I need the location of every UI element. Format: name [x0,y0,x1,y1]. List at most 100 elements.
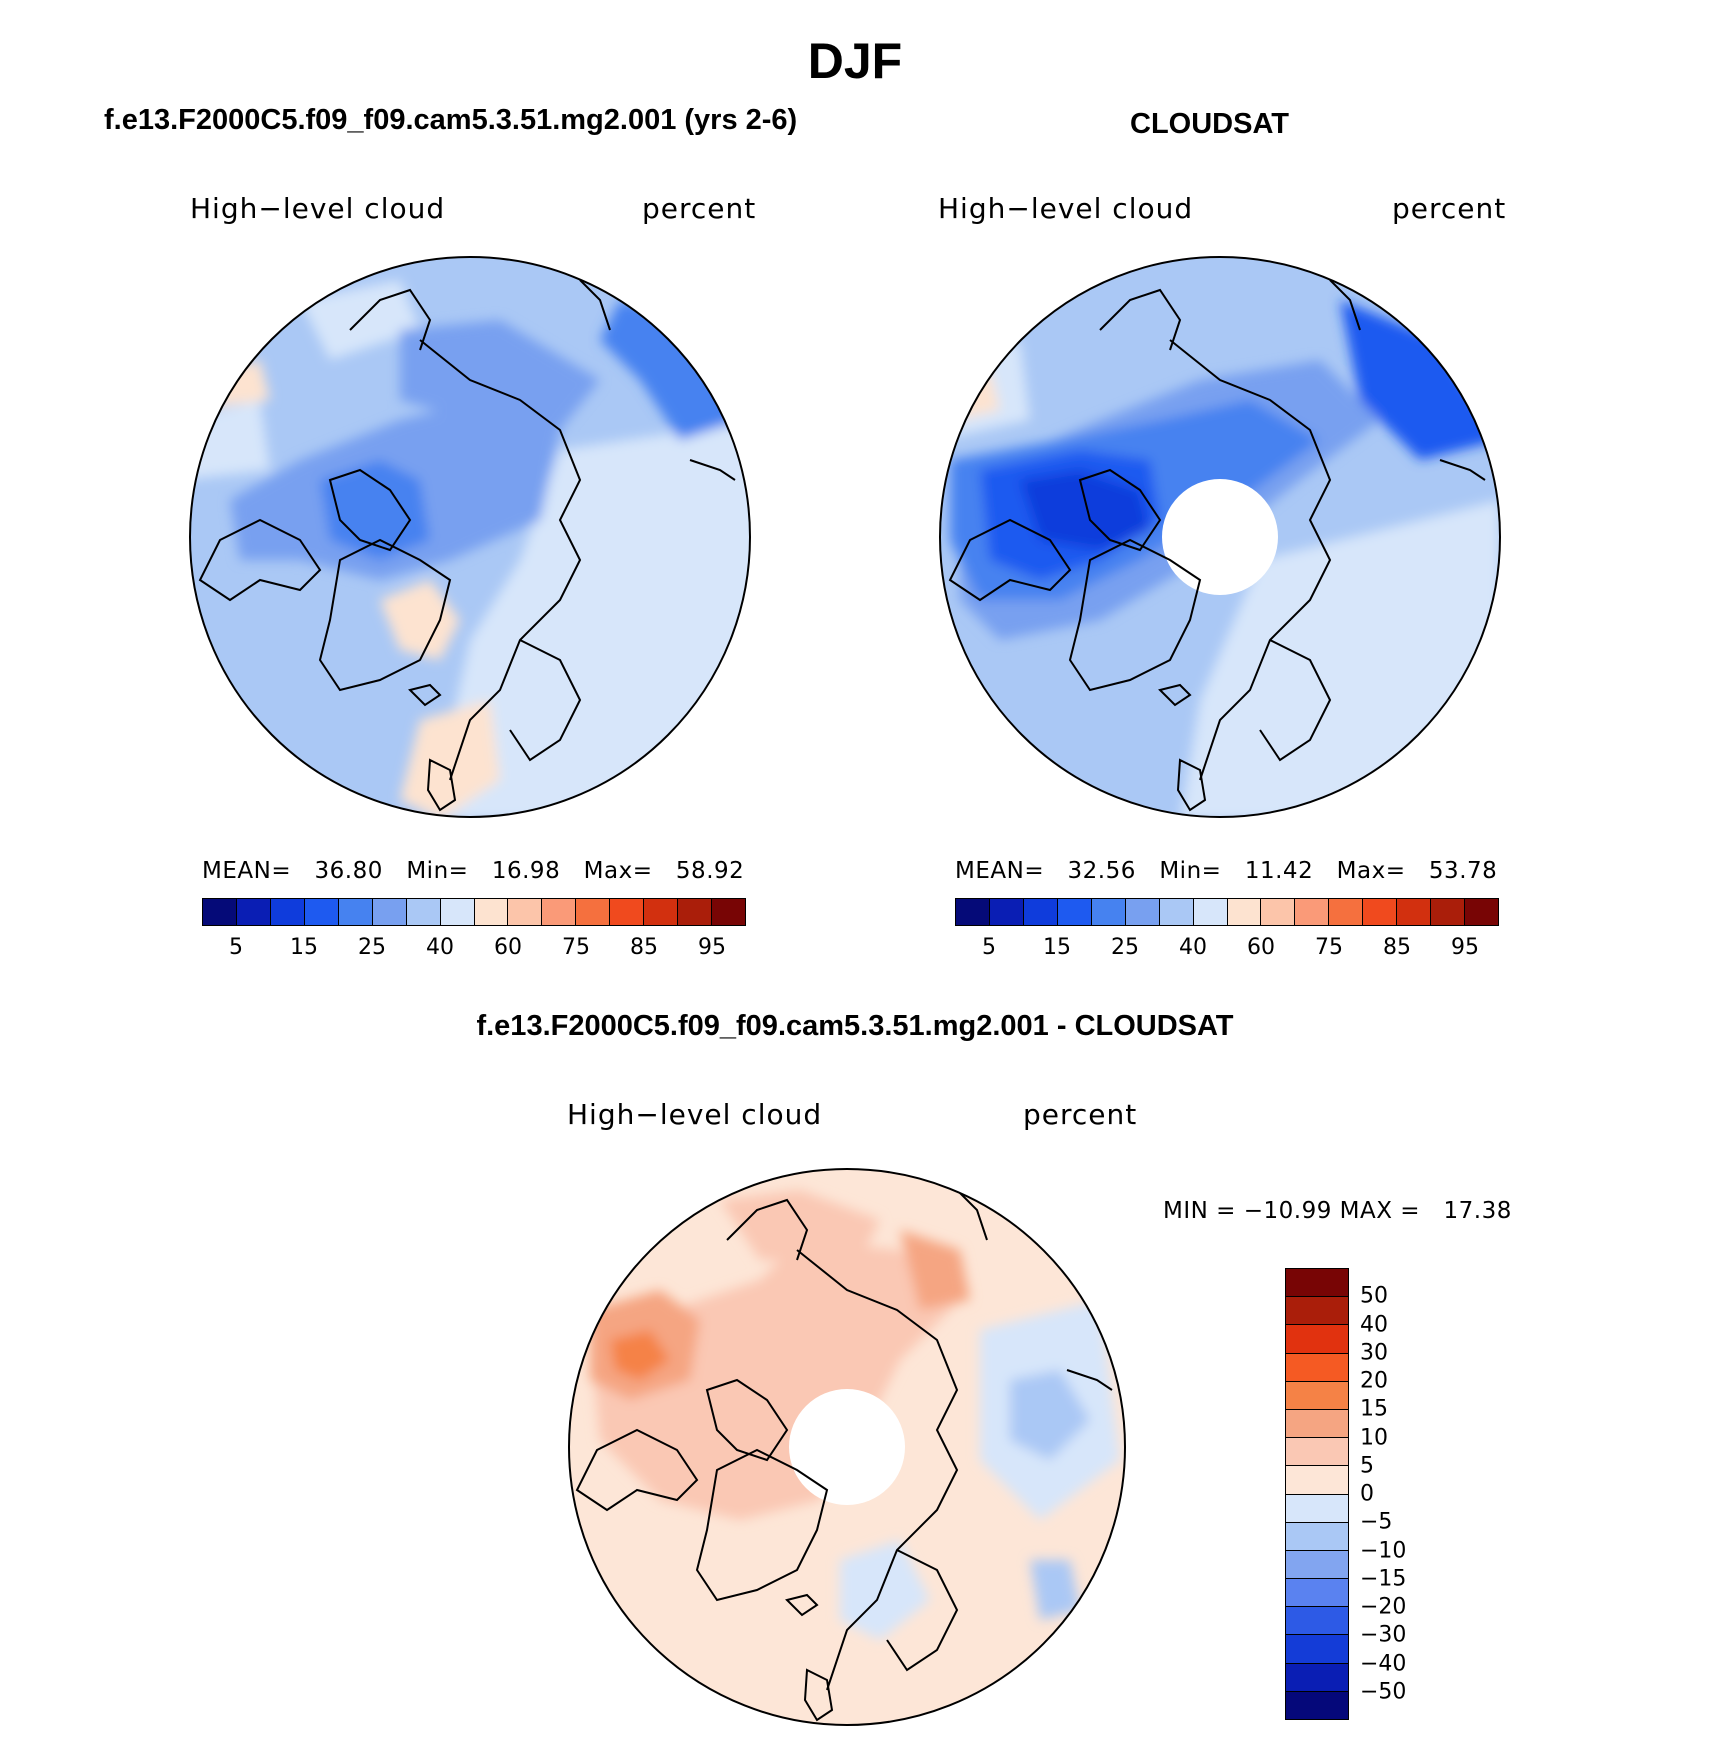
panel1-colorbar-swatch [474,899,509,925]
obs-map-missing-polar-cap [1162,479,1278,595]
diff-map-border [568,1168,1126,1726]
diff-map-hot-region [610,1330,670,1380]
diff-variable-label: High−level cloud [567,1098,823,1131]
diff-colorbar-tick: 50 [1360,1283,1388,1309]
diff-map-coast-scandinavia [886,1549,959,1672]
panel2-colorbar-swatch [1295,899,1330,925]
diff-colorbar-tick: −5 [1360,1509,1393,1535]
panel2-stats: MEAN= 32.56 Min= 11.42 Max= 53.78 [955,858,1497,884]
obs-map-coast-scandinavia [1259,639,1332,762]
diff-map-coast-uk [803,1668,834,1722]
diff-colorbar-tick: −50 [1360,1679,1407,1705]
diff-colorbar-swatch [1286,1325,1348,1354]
panel1-colorbar-tick: 15 [290,935,318,960]
diff-colorbar-swatch [1286,1381,1348,1410]
panel2-colorbar-swatch [1261,899,1296,925]
obs-map-coast-greenland [1068,538,1202,692]
diff-colorbar-swatch [1286,1269,1348,1298]
panel2-max-label: Max= [1336,858,1406,884]
panel1-units-label: percent [642,192,757,225]
model-map-coast-iceland [408,683,442,707]
diff-map-coast-canada [575,1428,699,1512]
diff-map-coast-kamchatka [956,1189,988,1241]
model-map-light-region [430,420,750,817]
obs-map-border [939,256,1501,818]
diff-colorbar-tick: −10 [1360,1538,1407,1563]
panel1-max-value: 58.92 [675,858,745,884]
diff-colorbar-swatch [1286,1409,1348,1439]
diff-map-coast-archipelago [705,1378,789,1462]
panel2-colorbar-tick: 75 [1315,935,1343,960]
obs-map-coast-archipelago [1078,468,1162,552]
model-map-dark-region [320,460,430,560]
diff-colorbar-swatch [1286,1579,1348,1608]
diff-map-missing-polar-cap [789,1389,905,1505]
model-map-coast-kamchatka [579,279,611,331]
panel1-colorbar-swatch [440,899,475,925]
panel1-colorbar-swatch [610,899,645,925]
panel2-colorbar-tick: 40 [1179,935,1207,960]
diff-colorbar-tick: 40 [1360,1312,1388,1337]
obs-map-coast-alaska [1099,288,1182,351]
diff-colorbar-tick: 0 [1360,1481,1374,1507]
diff-colorbar-tick: −20 [1360,1594,1407,1620]
panel1-stats: MEAN= 36.80 Min= 16.98 Max= 58.92 [202,858,744,884]
panel1-colorbar-tick: 95 [698,935,726,960]
panel2-colorbar-tick: 85 [1383,935,1411,960]
diff-map-cooler-region-south [1030,1560,1080,1620]
diff-colorbar-swatch [1286,1522,1348,1551]
panel2-colorbar-swatch [1091,899,1126,925]
panel2-colorbar-tick: 25 [1111,935,1139,960]
model-map-mid-region-north [400,320,600,430]
panel1-colorbar-swatch [406,899,441,925]
panel1-min-label: Min= [406,858,469,884]
diff-map-coast-alaska [726,1198,809,1261]
diff-colorbar-tick: −40 [1360,1651,1407,1676]
panel1-colorbar-tick: 5 [229,935,243,960]
diff-colorbar-swatch [1286,1494,1348,1523]
main-title: DJF [807,33,903,89]
diff-units-label: percent [1023,1098,1138,1131]
diff-colorbar-tick: 30 [1360,1340,1388,1366]
panel2-colorbar-tick: 15 [1043,935,1071,960]
obs-map-coast-iceland [1158,683,1192,707]
model-map-coast-scandinavia [509,639,582,762]
panel2-colorbar [955,898,1499,926]
obs-map-darkest-region [1020,470,1150,550]
diff-map-coast-sakhalin [1066,1369,1113,1391]
panel2-colorbar-swatch [1227,899,1262,925]
diff-colorbar-swatch [1286,1438,1348,1467]
panel1-colorbar-swatch [304,899,339,925]
panel1-mean-label: MEAN= [202,858,292,884]
panel2-colorbar-swatch [1057,899,1092,925]
panel2-colorbar-swatch [1023,899,1058,925]
diff-map-mid-region-north [720,1190,880,1260]
diff-colorbar-tick: 10 [1360,1425,1388,1450]
model-map-coast-alaska [349,288,432,351]
panel1-colorbar-swatch [542,899,577,925]
panel2-case-title: CLOUDSAT [1130,108,1289,140]
model-map-warm-region-south [400,700,500,817]
panel2-colorbar-swatch [989,899,1024,925]
panel2-colorbar-swatch [1159,899,1194,925]
diff-map-coast-eurasia [796,1249,959,1691]
panel1-colorbar-swatch [678,899,713,925]
diff-colorbar-swatch [1286,1691,1348,1719]
obs-map-coast-kamchatka [1329,279,1361,331]
panel2-colorbar-swatch [1431,899,1466,925]
diff-colorbar-swatch [1286,1297,1348,1326]
obs-map-coast-eurasia [1169,339,1332,781]
diff-map-strong-region-ne [900,1230,970,1310]
diff-minmax: MIN = −10.99 MAX = 17.38 [1163,1198,1512,1224]
obs-map-coast-sakhalin [1439,459,1486,481]
model-map-coast-archipelago [328,468,412,552]
panel1-min-value: 16.98 [491,858,561,884]
model-map-coast-greenland [318,538,452,692]
model-map-border [189,256,751,818]
obs-map-darker-region-ne [1340,300,1500,460]
panel1-colorbar-ticks: 5 15 25 40 60 75 85 95 [202,935,746,965]
panel1-colorbar-tick: 75 [562,935,590,960]
panel2-colorbar-swatch [1363,899,1398,925]
panel1-colorbar-tick: 85 [630,935,658,960]
